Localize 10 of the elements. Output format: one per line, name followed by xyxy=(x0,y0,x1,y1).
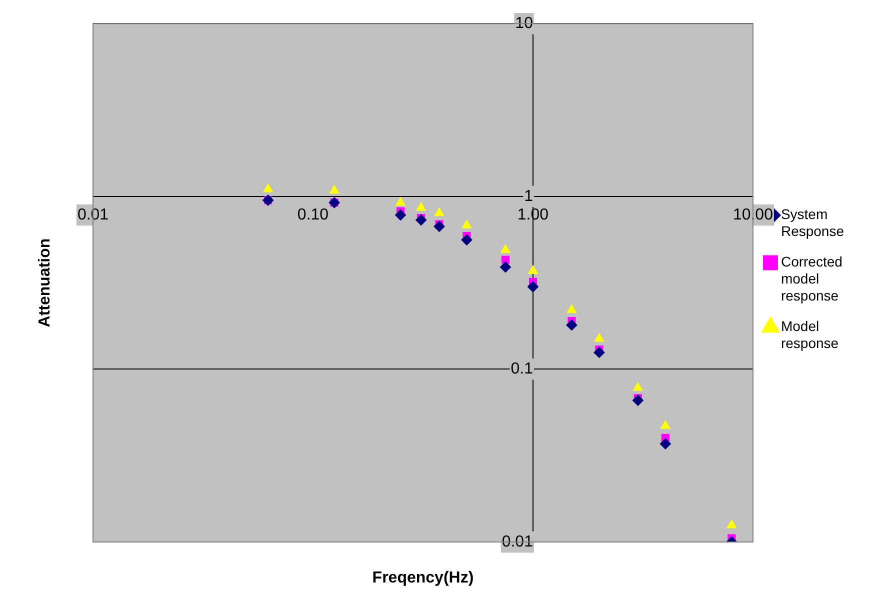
legend-label: Model response xyxy=(780,318,839,351)
x-tick-label: 0.10 xyxy=(297,206,329,224)
legend-label: System Response xyxy=(780,206,844,239)
y-tick-label: 1 xyxy=(524,188,534,205)
y-axis-title: Attenuation xyxy=(36,238,54,328)
x-tick-label: 10.00 xyxy=(732,206,774,224)
legend-label: Corrected model response xyxy=(780,254,842,304)
y-tick-label: 0.1 xyxy=(510,360,534,378)
x-axis-title: Freqency(Hz) xyxy=(372,569,474,586)
y-tick-label: 10 xyxy=(515,15,534,32)
